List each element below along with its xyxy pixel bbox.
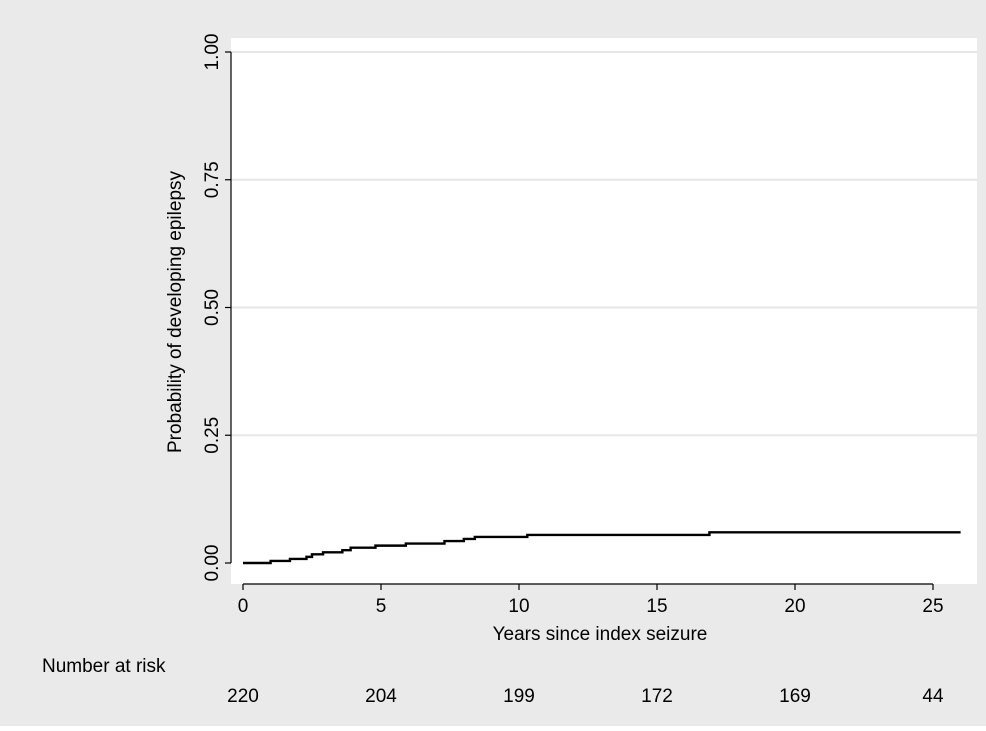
x-tick-label: 25 <box>922 596 943 617</box>
risk-count: 199 <box>503 686 535 707</box>
y-tick-label: 0.50 <box>202 289 223 326</box>
y-tick-label: 0.25 <box>202 417 223 454</box>
x-axis-label: Years since index seizure <box>493 624 708 645</box>
plot-area <box>231 38 977 584</box>
risk-count: 169 <box>779 686 811 707</box>
y-ticks: 0.00 0.25 0.50 0.75 1.00 <box>202 34 231 582</box>
risk-table: 220 204 199 172 169 44 <box>227 686 944 707</box>
x-tick-label: 0 <box>238 596 249 617</box>
y-tick-label: 1.00 <box>202 34 223 71</box>
y-tick-label: 0.75 <box>202 161 223 198</box>
x-ticks: 0 5 10 15 20 25 <box>238 584 944 617</box>
risk-count: 172 <box>641 686 673 707</box>
risk-count: 220 <box>227 686 259 707</box>
risk-table-label: Number at risk <box>42 656 166 677</box>
x-tick-label: 15 <box>646 596 667 617</box>
km-step-line <box>243 531 961 565</box>
risk-count: 204 <box>365 686 397 707</box>
y-axis-label: Probability of developing epilepsy <box>165 170 186 453</box>
risk-count: 44 <box>922 686 944 707</box>
x-tick-label: 10 <box>508 596 529 617</box>
series-layer <box>243 531 961 565</box>
x-tick-label: 5 <box>376 596 387 617</box>
y-tick-label: 0.00 <box>202 545 223 582</box>
x-tick-label: 20 <box>784 596 805 617</box>
gridlines <box>231 51 977 437</box>
